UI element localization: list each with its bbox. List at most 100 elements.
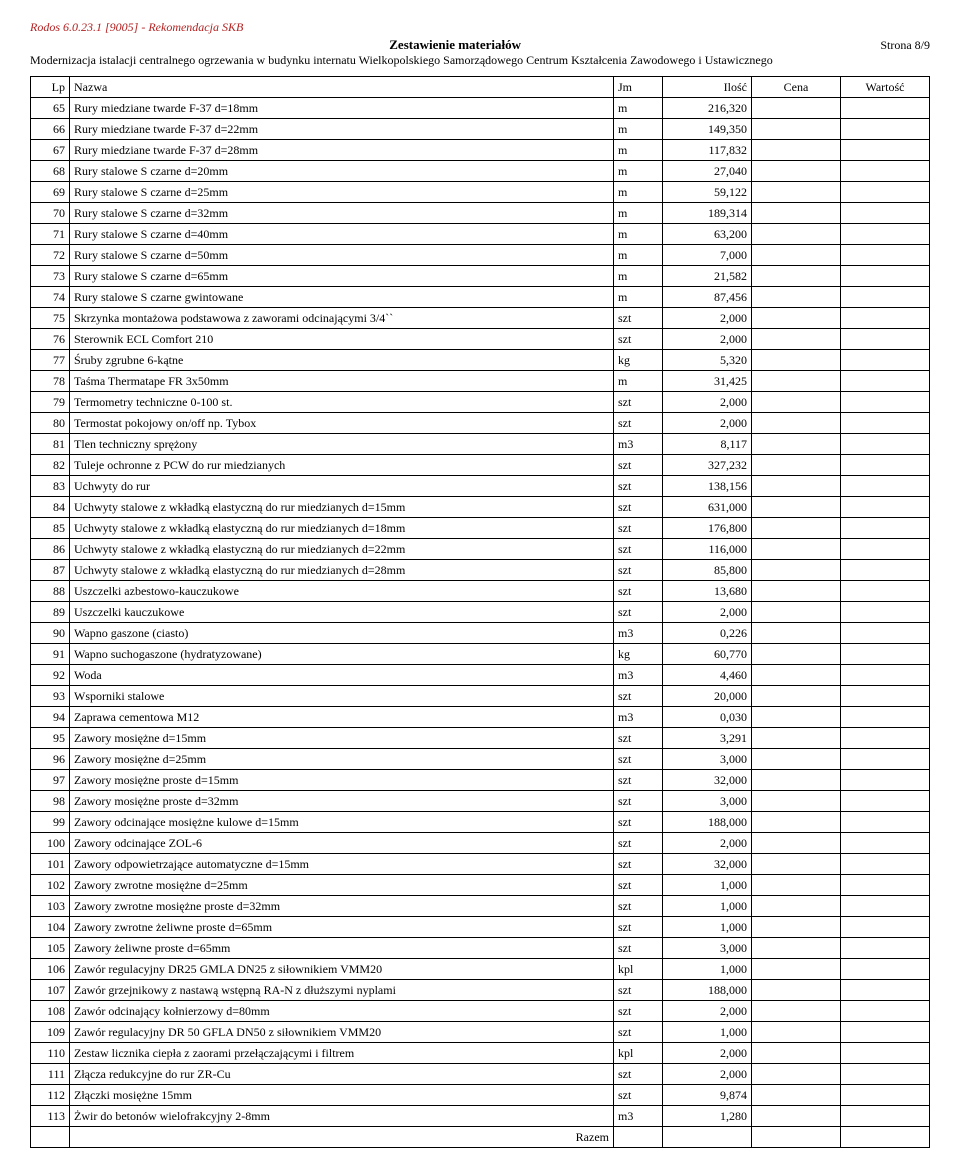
cell-nazwa: Zawory odcinające ZOL-6 — [70, 833, 614, 854]
cell-cena — [752, 1022, 841, 1043]
cell-wartosc — [841, 875, 930, 896]
cell-lp: 101 — [31, 854, 70, 875]
col-header-jm: Jm — [614, 77, 663, 98]
cell-jm: szt — [614, 497, 663, 518]
cell-lp: 95 — [31, 728, 70, 749]
cell-jm: m3 — [614, 623, 663, 644]
cell-wartosc — [841, 644, 930, 665]
cell-nazwa: Wapno gaszone (ciasto) — [70, 623, 614, 644]
cell-lp: 83 — [31, 476, 70, 497]
cell-lp: 102 — [31, 875, 70, 896]
cell-wartosc — [841, 707, 930, 728]
cell-ilosc: 2,000 — [663, 308, 752, 329]
doc-title: Zestawienie materiałów — [30, 37, 880, 53]
table-row: 105Zawory żeliwne proste d=65mmszt3,000 — [31, 938, 930, 959]
cell-lp: 69 — [31, 182, 70, 203]
cell-wartosc — [841, 287, 930, 308]
cell-lp: 92 — [31, 665, 70, 686]
cell-ilosc: 13,680 — [663, 581, 752, 602]
cell-nazwa: Śruby zgrubne 6-kątne — [70, 350, 614, 371]
table-row: 112Złączki mosiężne 15mmszt9,874 — [31, 1085, 930, 1106]
cell-razem-label: Razem — [70, 1127, 614, 1148]
cell-wartosc — [841, 203, 930, 224]
cell-wartosc — [841, 161, 930, 182]
table-row: 72Rury stalowe S czarne d=50mmm7,000 — [31, 245, 930, 266]
col-header-ilosc: Ilość — [663, 77, 752, 98]
cell-cena — [752, 119, 841, 140]
table-row: 81Tlen techniczny sprężonym38,117 — [31, 434, 930, 455]
table-row: 75Skrzynka montażowa podstawowa z zawora… — [31, 308, 930, 329]
cell-lp: 89 — [31, 602, 70, 623]
col-header-wartosc: Wartość — [841, 77, 930, 98]
cell-jm: m — [614, 224, 663, 245]
cell-nazwa: Złączki mosiężne 15mm — [70, 1085, 614, 1106]
cell-cena — [752, 896, 841, 917]
cell-wartosc — [841, 1022, 930, 1043]
cell-ilosc: 31,425 — [663, 371, 752, 392]
cell-nazwa: Rury miedziane twarde F-37 d=28mm — [70, 140, 614, 161]
cell-lp: 80 — [31, 413, 70, 434]
cell-cena — [752, 749, 841, 770]
cell-ilosc: 27,040 — [663, 161, 752, 182]
cell-wartosc — [841, 413, 930, 434]
cell-wartosc — [841, 1127, 930, 1148]
cell-wartosc — [841, 476, 930, 497]
cell-nazwa: Zawory odpowietrzające automatyczne d=15… — [70, 854, 614, 875]
cell-wartosc — [841, 896, 930, 917]
cell-lp: 74 — [31, 287, 70, 308]
cell-lp: 76 — [31, 329, 70, 350]
cell-nazwa: Uszczelki azbestowo-kauczukowe — [70, 581, 614, 602]
cell-cena — [752, 1001, 841, 1022]
cell-lp: 87 — [31, 560, 70, 581]
cell-jm: szt — [614, 560, 663, 581]
cell-ilosc: 631,000 — [663, 497, 752, 518]
cell-wartosc — [841, 791, 930, 812]
cell-ilosc: 2,000 — [663, 1064, 752, 1085]
cell-nazwa: Uchwyty stalowe z wkładką elastyczną do … — [70, 560, 614, 581]
table-row: 71Rury stalowe S czarne d=40mmm63,200 — [31, 224, 930, 245]
cell-wartosc — [841, 602, 930, 623]
cell-lp: 66 — [31, 119, 70, 140]
cell-nazwa: Zawory mosiężne d=25mm — [70, 749, 614, 770]
cell-wartosc — [841, 497, 930, 518]
cell-cena — [752, 308, 841, 329]
cell-cena — [752, 1127, 841, 1148]
cell-lp: 103 — [31, 896, 70, 917]
cell-jm: szt — [614, 812, 663, 833]
cell-jm: m — [614, 287, 663, 308]
cell-wartosc — [841, 455, 930, 476]
cell-nazwa: Rury stalowe S czarne d=40mm — [70, 224, 614, 245]
cell-jm: szt — [614, 602, 663, 623]
cell-jm — [614, 1127, 663, 1148]
cell-cena — [752, 875, 841, 896]
cell-nazwa: Zawór regulacyjny DR25 GMLA DN25 z siłow… — [70, 959, 614, 980]
cell-wartosc — [841, 224, 930, 245]
table-row: 66Rury miedziane twarde F-37 d=22mmm149,… — [31, 119, 930, 140]
cell-cena — [752, 1085, 841, 1106]
cell-ilosc: 5,320 — [663, 350, 752, 371]
cell-nazwa: Tuleje ochronne z PCW do rur miedzianych — [70, 455, 614, 476]
cell-cena — [752, 917, 841, 938]
cell-cena — [752, 581, 841, 602]
cell-cena — [752, 1106, 841, 1127]
table-row: 97Zawory mosiężne proste d=15mmszt32,000 — [31, 770, 930, 791]
cell-cena — [752, 854, 841, 875]
cell-cena — [752, 623, 841, 644]
cell-cena — [752, 161, 841, 182]
cell-jm: m — [614, 119, 663, 140]
cell-wartosc — [841, 1043, 930, 1064]
cell-cena — [752, 350, 841, 371]
table-row: 87Uchwyty stalowe z wkładką elastyczną d… — [31, 560, 930, 581]
cell-nazwa: Uchwyty do rur — [70, 476, 614, 497]
cell-ilosc: 2,000 — [663, 329, 752, 350]
cell-wartosc — [841, 959, 930, 980]
cell-ilosc: 3,000 — [663, 791, 752, 812]
cell-ilosc: 32,000 — [663, 854, 752, 875]
cell-ilosc: 3,000 — [663, 938, 752, 959]
cell-jm: m — [614, 266, 663, 287]
cell-lp: 100 — [31, 833, 70, 854]
cell-cena — [752, 266, 841, 287]
cell-jm: szt — [614, 476, 663, 497]
cell-nazwa: Zestaw licznika ciepła z zaorami przełąc… — [70, 1043, 614, 1064]
cell-jm: kpl — [614, 1043, 663, 1064]
